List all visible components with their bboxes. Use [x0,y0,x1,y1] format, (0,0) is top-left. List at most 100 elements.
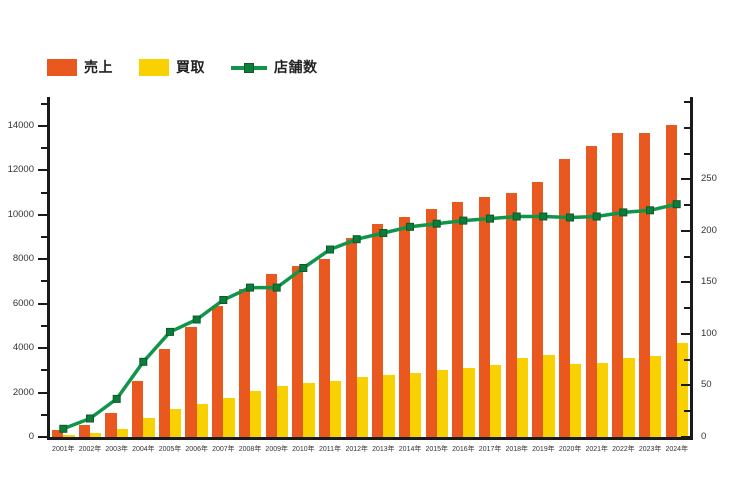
sales-swatch-icon [47,58,77,76]
x-axis-label: 2008年 [238,446,262,453]
x-axis-label: 2020年 [558,446,582,453]
stores-marker [512,212,521,221]
right-axis-label: 200 [701,224,717,236]
year-group [263,97,290,437]
stores-marker [272,283,281,292]
sales-bar [452,201,464,437]
stores-marker-swatch [244,62,254,73]
right-axis-tick-minor [684,204,690,207]
x-axis-label: 2017年 [478,446,502,453]
stores-marker [86,414,94,423]
year-group [423,97,450,437]
left-axis-tick-major [38,302,47,305]
x-axis-label: 2015年 [425,446,449,453]
left-axis-tick-major [38,258,47,261]
sales-bar [372,223,384,437]
legend-item-sales: 売上 [47,57,113,77]
sales-bar [478,197,491,437]
left-axis-tick-minor [41,102,47,105]
stores-marker [352,235,361,244]
left-axis-tick-minor [41,280,47,283]
x-axis-label: 2009年 [265,446,288,453]
left-axis-tick-major [38,213,47,216]
year-group [637,97,664,437]
right-axis-tick-major [681,229,690,232]
sales-bar [158,349,170,437]
sales-bar [345,238,357,437]
stores-marker [459,216,468,225]
right-axis-tick-major [681,384,690,387]
year-group [343,97,370,437]
right-axis-label: 250 [701,173,717,185]
stores-marker [192,315,201,324]
purchase-bar [623,358,635,437]
legend: 売上 買取 店舗数 [47,57,318,77]
stores-marker [166,327,174,336]
sales-bar [505,192,517,437]
sales-bar [612,132,624,437]
stores-marker [432,219,441,228]
year-group [397,97,424,437]
purchase-bar [410,372,422,437]
left-axis-tick-minor [41,369,47,372]
purchase-bar [383,374,395,437]
left-axis-tick-minor [41,324,47,327]
stores-marker [486,214,494,223]
purchase-legend-label: 買取 [176,59,205,75]
right-axis-label: 0 [701,431,707,442]
x-axis-label: 2021年 [585,446,609,453]
left-axis-tick-major [38,124,47,127]
year-group [50,97,77,437]
purchase-bar [223,398,235,437]
year-group [450,97,477,437]
stores-marker [299,264,308,272]
purchase-bar [596,362,608,437]
right-axis-tick-minor [684,307,690,310]
right-axis-label: 100 [701,327,717,339]
sales-bar [558,159,571,437]
stores-marker [379,229,388,237]
right-axis-tick-major [681,436,690,438]
legend-item-stores: 店舗数 [231,57,318,77]
left-axis-label: 6000 [12,297,34,309]
legend-item-purchase: 買取 [139,57,205,77]
purchase-bar [143,418,155,437]
x-axis-line [47,437,693,440]
sales-bar [52,429,64,437]
year-group [477,97,504,437]
x-axis-label: 2006年 [185,446,208,453]
left-axis-label: 0 [28,431,34,442]
x-axis-label: 2024年 [665,446,689,453]
year-group [557,97,584,437]
year-group [663,97,690,437]
year-group [183,97,210,437]
purchase-bar [543,354,555,437]
x-axis-label: 2023年 [638,446,662,453]
year-group [103,97,130,437]
left-axis-tick-major [38,169,47,172]
stores-marker [566,213,574,222]
stores-line-chart [59,200,681,433]
year-group [530,97,557,437]
stores-marker [646,206,654,215]
purchase-bar [650,355,662,437]
stores-marker [59,424,68,433]
stores-line [62,202,678,431]
x-axis-label: 2018年 [505,446,529,453]
left-axis-tick-major [38,436,47,438]
purchase-bar [356,377,368,437]
purchase-bar [490,364,502,437]
x-axis-label: 2001年 [52,446,75,453]
right-axis-tick-minor [684,255,690,258]
stores-marker [112,394,121,403]
year-group [290,97,317,437]
year-group [130,97,157,437]
sales-bar [585,145,597,437]
year-group [237,97,264,437]
left-axis-label: 12000 [7,164,34,176]
sales-bar [318,259,331,437]
year-group [210,97,237,437]
right-axis-tick-major [681,332,690,335]
x-axis-label: 2013年 [372,446,395,453]
purchase-bar [250,391,262,437]
